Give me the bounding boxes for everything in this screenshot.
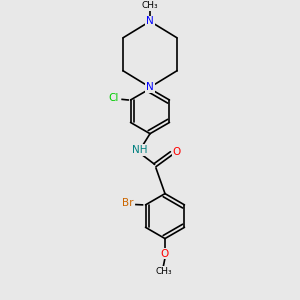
Text: Cl: Cl [109, 94, 119, 103]
Text: NH: NH [132, 145, 147, 155]
Text: O: O [173, 147, 181, 157]
Text: Br: Br [122, 198, 134, 208]
Text: O: O [161, 249, 169, 259]
Text: CH₃: CH₃ [155, 267, 172, 276]
Text: CH₃: CH₃ [142, 1, 158, 10]
Text: N: N [146, 16, 154, 26]
Text: N: N [146, 82, 154, 92]
